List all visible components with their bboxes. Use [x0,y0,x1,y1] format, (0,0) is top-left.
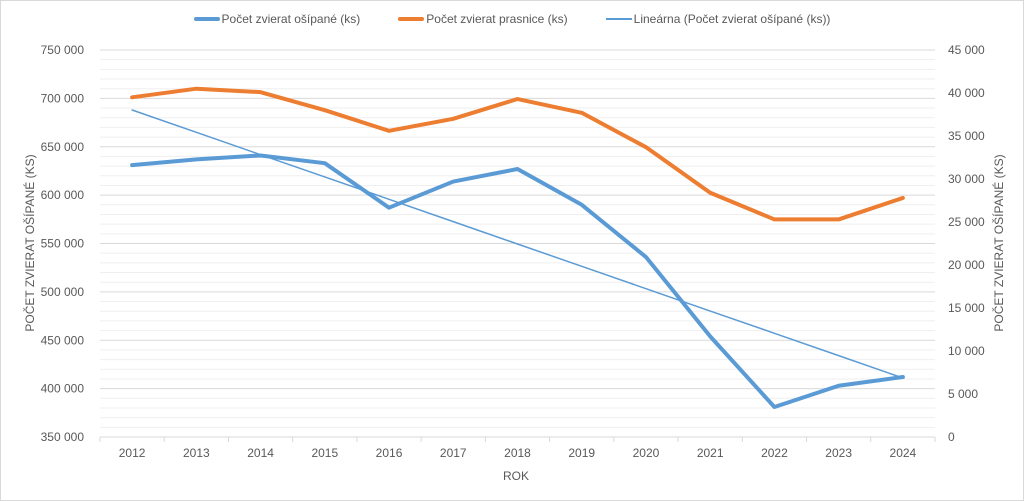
x-tick-label: 2019 [568,446,595,460]
y-axis-title-right: POČET ZVIERAT OŠÍPANÉ (KS) [991,154,1006,331]
legend-swatch-prasnice [398,17,425,21]
x-tick-label: 2018 [504,446,531,460]
x-tick-label: 2021 [697,446,724,460]
y-tick-right: 25 000 [948,215,985,229]
y-tick-left: 750 000 [41,43,85,57]
legend-label-prasnice: Počet zvierat prasnice (ks) [426,12,568,26]
legend-item-osipane: Počet zvierat ošípané (ks) [193,12,361,26]
y-tick-right: 30 000 [948,172,985,186]
x-tick-label: 2012 [119,446,146,460]
y-tick-right: 0 [948,430,955,444]
y-tick-left: 600 000 [41,188,85,202]
y-tick-left: 550 000 [41,237,85,251]
legend-label-osipane: Počet zvierat ošípané (ks) [221,12,361,26]
y-tick-right: 45 000 [948,43,985,57]
series-line-prasnice [130,86,905,222]
legend: Počet zvierat ošípané (ks) Počet zvierat… [0,12,1024,26]
x-tick-label: 2017 [440,446,467,460]
x-tick-label: 2020 [633,446,660,460]
y-tick-right: 5 000 [948,387,978,401]
y-tick-left: 700 000 [41,91,85,105]
legend-label-trend: Lineárna (Počet zvierat ošípané (ks)) [633,12,831,26]
x-tick-label: 2024 [890,446,917,460]
x-tick-label: 2016 [376,446,403,460]
y-tick-right: 15 000 [948,301,985,315]
x-axis-title: ROK [503,469,529,483]
y-axis-title-left: POČET ZVIERAT OŠÍPANÉ (KS) [22,154,37,331]
y-tick-right: 40 000 [948,86,985,100]
y-tick-right: 10 000 [948,344,985,358]
y-tick-left: 450 000 [41,333,85,347]
x-tick-label: 2013 [183,446,210,460]
series-line-osipane [130,153,905,410]
y-tick-left: 400 000 [41,382,85,396]
y-tick-left: 650 000 [41,140,85,154]
x-tick-label: 2023 [825,446,852,460]
legend-swatch-osipane [193,17,220,21]
y-tick-right: 35 000 [948,129,985,143]
legend-item-trend: Lineárna (Počet zvierat ošípané (ks)) [605,12,831,26]
y-tick-left: 500 000 [41,285,85,299]
y-tick-right: 20 000 [948,258,985,272]
legend-item-prasnice: Počet zvierat prasnice (ks) [398,12,568,26]
x-tick-label: 2015 [311,446,338,460]
legend-swatch-trend [605,18,632,20]
x-tick-label: 2022 [761,446,788,460]
x-tick-label: 2014 [247,446,274,460]
y-tick-left: 350 000 [41,430,85,444]
